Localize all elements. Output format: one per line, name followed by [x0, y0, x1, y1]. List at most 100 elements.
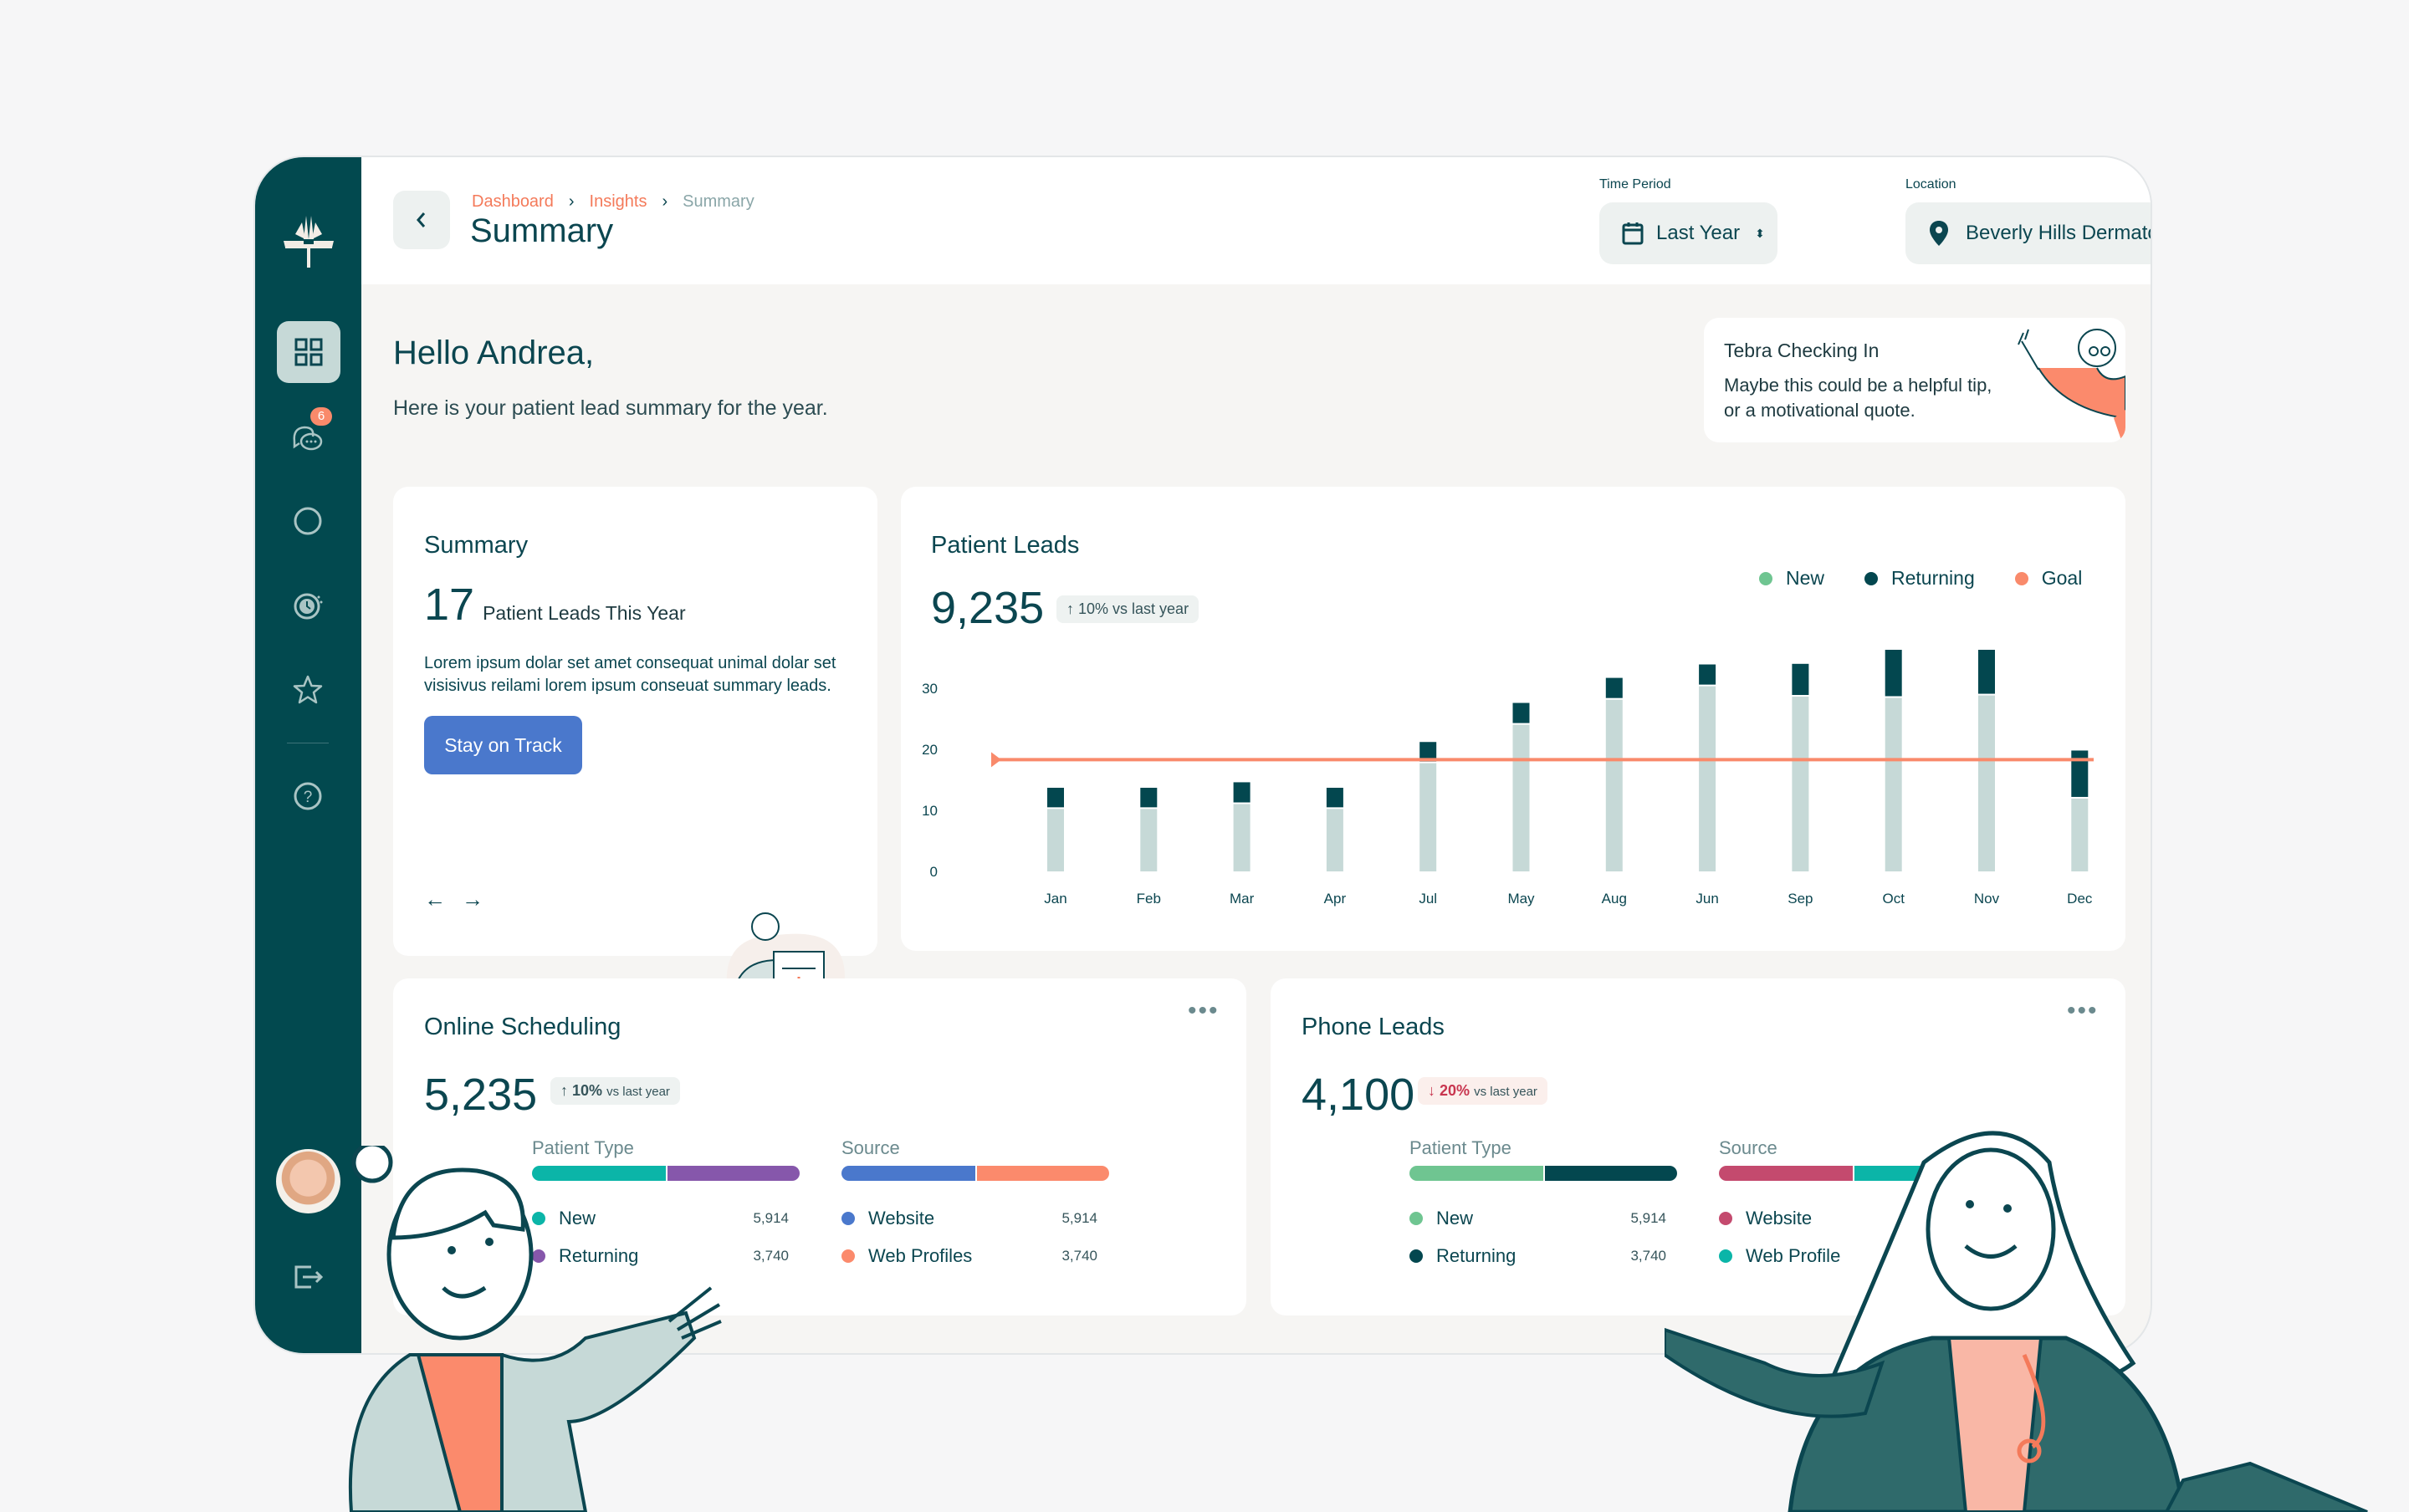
chevron-left-icon — [417, 212, 426, 227]
circle-icon — [294, 507, 322, 535]
legend-row: Web Profile — [1719, 1245, 1840, 1267]
legend-dot — [1409, 1249, 1423, 1263]
bar-segment-returning — [1543, 1166, 1677, 1181]
bar-returning-jan — [1047, 787, 1064, 808]
legend-label: Goal — [2041, 567, 2083, 589]
more-menu-icon[interactable]: ••• — [1188, 997, 1220, 1024]
sidebar-item-help[interactable]: ? — [285, 774, 330, 819]
patient-type-bar — [532, 1166, 800, 1181]
source-label: Source — [1719, 1137, 1777, 1158]
sidebar-item-favorites[interactable] — [285, 667, 330, 713]
man-pointing-illustration — [348, 1146, 722, 1512]
legend-row: Returning — [532, 1245, 638, 1267]
bar-returning-may — [1512, 702, 1530, 723]
legend-label: Returning — [559, 1245, 639, 1266]
y-tick-label: 0 — [930, 864, 938, 880]
phone-total: 4,100 — [1302, 1070, 1415, 1120]
x-tick-label: Mar — [1230, 891, 1255, 907]
time-period-label: Time Period — [1599, 177, 1671, 192]
bar-new-may — [1512, 724, 1530, 871]
sidebar-item-dashboard[interactable] — [277, 321, 340, 383]
header: Dashboard › Insights › Summary Summary T… — [361, 157, 2151, 284]
time-period-select[interactable]: Last Year ⬍ — [1599, 202, 1777, 264]
y-tick-label: 20 — [922, 742, 938, 758]
legend-dot — [841, 1212, 855, 1225]
legend-dot — [1409, 1212, 1423, 1225]
summary-body: Lorem ipsum dolar set amet consequat uni… — [424, 654, 836, 695]
patient-type-label: Patient Type — [532, 1137, 634, 1158]
count-value: 17 — [424, 580, 475, 630]
greeting-subtitle: Here is your patient lead summary for th… — [393, 396, 828, 420]
tip-line: Maybe this could be a helpful tip, — [1724, 375, 1992, 396]
legend-label: Website — [868, 1208, 935, 1228]
star-icon — [293, 675, 323, 704]
tip-body: Maybe this could be a helpful tip, or a m… — [1724, 373, 1992, 423]
bar-returning-oct — [1885, 650, 1902, 697]
notification-badge: 6 — [310, 407, 332, 426]
y-tick-label: 10 — [922, 803, 938, 819]
online-total: 5,235 — [424, 1070, 538, 1120]
bar-segment-web-profiles — [975, 1166, 1109, 1181]
page-title: Summary — [470, 212, 614, 249]
location-select[interactable]: Beverly Hills Dermatology ⬍ — [1905, 202, 2151, 264]
next-arrow-icon[interactable]: → — [462, 886, 483, 912]
bar-new-aug — [1605, 699, 1623, 871]
legend-row: New — [532, 1208, 596, 1229]
legend-label: Web Profile — [1746, 1245, 1841, 1266]
patient-type-bar — [1409, 1166, 1677, 1181]
legend-dot — [1719, 1212, 1732, 1225]
bar-new-feb — [1140, 809, 1158, 871]
x-tick-label: Jul — [1419, 891, 1437, 907]
time-period-value: Last Year — [1656, 222, 1741, 244]
stay-on-track-button[interactable]: Stay on Track — [424, 716, 582, 774]
sidebar-item-clock[interactable] — [285, 583, 330, 628]
legend-value: 5,914 — [753, 1210, 789, 1226]
bar-segment-website — [841, 1166, 975, 1181]
x-tick-label: Jun — [1696, 891, 1718, 907]
bar-returning-jul — [1419, 742, 1437, 762]
prev-arrow-icon[interactable]: ← — [424, 886, 446, 912]
breadcrumb-insights[interactable]: Insights — [589, 192, 647, 211]
legend-row: Website — [841, 1208, 934, 1229]
bar-segment-website — [1719, 1166, 1853, 1181]
legend-value: 5,914 — [1061, 1210, 1097, 1226]
chart-legend: New Returning Goal — [1759, 567, 2082, 590]
avatar[interactable] — [276, 1149, 340, 1213]
patient-type-label: Patient Type — [1409, 1137, 1511, 1158]
card-title: Phone Leads — [1302, 1014, 1445, 1040]
change-pct: 10% — [572, 1082, 603, 1099]
bar-returning-sep — [1792, 663, 1809, 696]
app-window: 6 ? Dashboard › Insights › Summary — [253, 156, 2152, 1355]
more-menu-icon[interactable]: ••• — [2067, 997, 2099, 1024]
breadcrumb-current: Summary — [683, 192, 754, 211]
logout-icon — [294, 1265, 324, 1289]
breadcrumb-dashboard[interactable]: Dashboard — [472, 192, 554, 211]
bar-segment-returning — [666, 1166, 800, 1181]
card-title: Online Scheduling — [424, 1014, 621, 1040]
back-button[interactable] — [393, 191, 450, 249]
legend-label: Returning — [1436, 1245, 1516, 1266]
change-badge: ↓ 20% vs last year — [1418, 1077, 1547, 1105]
legend-label: Returning — [1891, 567, 1975, 589]
source-bar — [841, 1166, 1109, 1181]
bar-new-nov — [1978, 695, 1995, 871]
tebra-logo-icon[interactable] — [279, 211, 339, 271]
legend-label: Website — [1746, 1208, 1813, 1228]
bar-returning-dec — [2071, 750, 2089, 797]
logout-button[interactable] — [285, 1254, 330, 1300]
legend-dot — [1864, 571, 1879, 585]
legend-returning: Returning — [1864, 567, 1975, 590]
legend-goal: Goal — [2014, 567, 2083, 590]
change-text: vs last year — [606, 1085, 670, 1099]
sidebar-item-messages[interactable]: 6 — [285, 407, 332, 459]
patient-leads-chart: 0 10 20 30 Jan Feb Mar Apr Jul May Aug Jun Sep Oct Nov… — [922, 650, 2094, 907]
grid-icon — [294, 338, 323, 366]
legend-row: Web Profiles — [841, 1245, 972, 1267]
legend-dot — [532, 1249, 545, 1263]
legend-label: New — [1436, 1208, 1474, 1228]
count-label: Patient Leads This Year — [483, 602, 686, 624]
bar-returning-nov — [1978, 650, 1995, 694]
sidebar-item-circle[interactable] — [285, 498, 330, 544]
legend-value: 3,740 — [1630, 1248, 1666, 1264]
legend-label: New — [1786, 567, 1825, 589]
